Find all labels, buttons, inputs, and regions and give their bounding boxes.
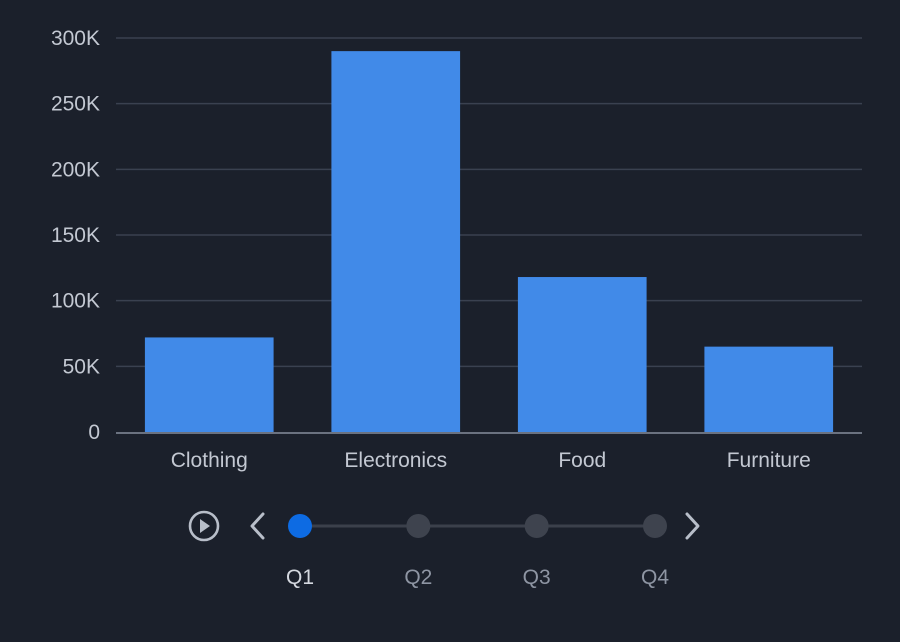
timeline-dot bbox=[288, 514, 312, 538]
x-tick-label: Electronics bbox=[344, 449, 447, 472]
timeline-step-label: Q4 bbox=[641, 566, 669, 589]
previous-button[interactable] bbox=[244, 508, 270, 544]
y-tick-label: 0 bbox=[88, 421, 100, 444]
timeline-steps: Q1 Q2 Q3 Q4 bbox=[286, 514, 669, 589]
timeline-dot bbox=[406, 514, 431, 538]
x-axis-ticks: Clothing Electronics Food Furniture bbox=[171, 449, 811, 472]
chevron-right-icon bbox=[685, 512, 700, 540]
next-button[interactable] bbox=[680, 508, 706, 544]
y-axis-ticks: 0 50K 100K 150K 200K 250K 300K bbox=[51, 27, 100, 444]
bar-clothing[interactable] bbox=[144, 337, 274, 432]
y-tick-label: 200K bbox=[51, 158, 100, 181]
y-tick-label: 250K bbox=[51, 93, 100, 116]
next-button-hit-area[interactable] bbox=[680, 508, 706, 544]
y-tick-label: 50K bbox=[63, 355, 100, 378]
timeline-step-q2[interactable]: Q2 bbox=[404, 514, 432, 589]
timeline-control: Q1 Q2 Q3 Q4 bbox=[188, 508, 706, 589]
y-tick-label: 150K bbox=[51, 224, 100, 247]
timeline-step-q1[interactable]: Q1 bbox=[286, 514, 314, 589]
timeline-step-q3[interactable]: Q3 bbox=[523, 514, 551, 589]
timeline-step-label: Q3 bbox=[523, 566, 551, 589]
grid-layer bbox=[116, 37, 862, 368]
bar-electronics[interactable] bbox=[331, 51, 461, 433]
timeline-step-label: Q2 bbox=[404, 566, 432, 589]
timeline-dot bbox=[524, 514, 549, 538]
bars bbox=[144, 51, 834, 433]
bar-furniture[interactable] bbox=[704, 346, 834, 432]
y-tick-label: 300K bbox=[51, 27, 100, 50]
chevron-left-icon bbox=[250, 512, 265, 540]
timeline-step-q4[interactable]: Q4 bbox=[641, 514, 669, 589]
play-circle-icon bbox=[188, 510, 220, 542]
previous-button-hit-area[interactable] bbox=[244, 508, 270, 544]
play-button[interactable] bbox=[188, 510, 220, 542]
timeline-dot bbox=[643, 514, 667, 538]
x-tick-label: Furniture bbox=[727, 449, 811, 472]
x-tick-label: Food bbox=[558, 449, 606, 472]
timeline-step-label: Q1 bbox=[286, 566, 314, 589]
play-triangle-icon bbox=[200, 519, 210, 533]
bar-food[interactable] bbox=[517, 277, 647, 432]
y-tick-label: 100K bbox=[51, 290, 100, 313]
x-tick-label: Clothing bbox=[171, 449, 248, 472]
